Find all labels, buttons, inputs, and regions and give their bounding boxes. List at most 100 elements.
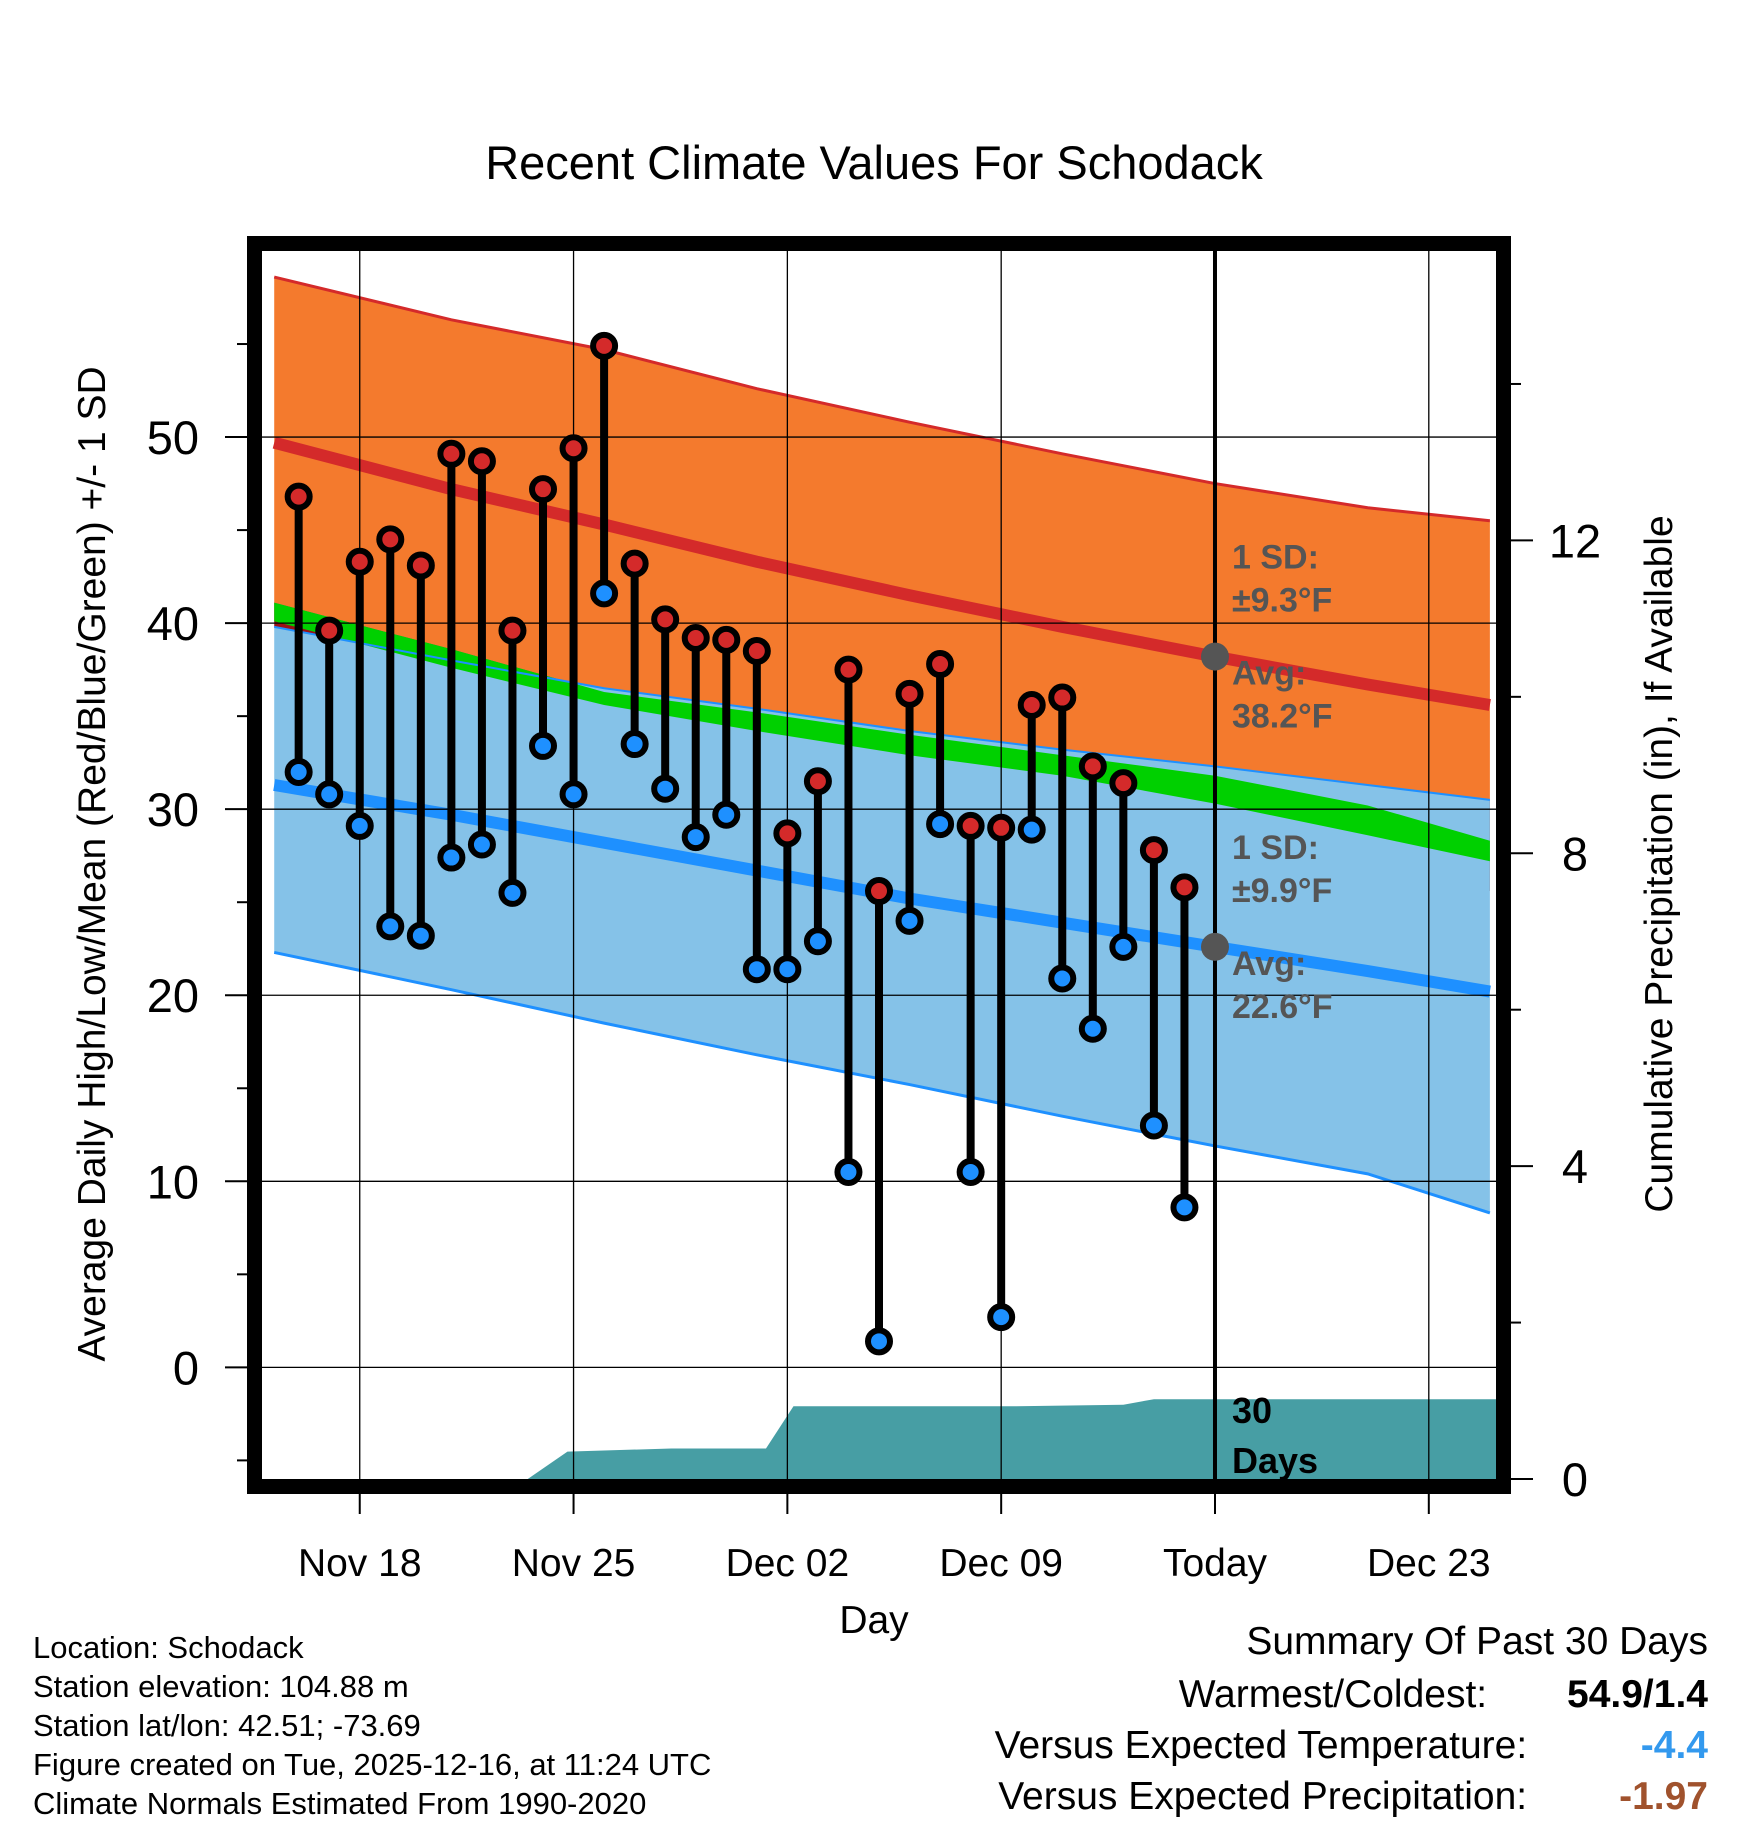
y-tick-label: 30 — [147, 783, 199, 836]
daily-high-point — [590, 331, 619, 360]
daily-low-point — [1139, 1111, 1168, 1140]
daily-high-point — [498, 616, 527, 645]
summary-precip-value: -1.97 — [1619, 1775, 1708, 1818]
summary-warmest-row: Warmest/Coldest: 54.9/1.4 — [1179, 1673, 1708, 1717]
daily-high-point — [1139, 836, 1168, 865]
summary-temp-label: Versus Expected Temperature: — [994, 1724, 1528, 1767]
daily-low-point — [681, 823, 710, 852]
daily-low-point — [284, 757, 313, 786]
x-tick-label: Nov 25 — [512, 1542, 636, 1585]
daily-low-point — [834, 1158, 863, 1186]
daily-low-point — [926, 810, 955, 839]
daily-high-point — [651, 605, 680, 634]
daily-low-point — [529, 731, 558, 760]
y2-tick-label: 8 — [1562, 827, 1588, 880]
info-latlon: Station lat/lon: 42.51; -73.69 — [33, 1708, 421, 1743]
y-tick-label: 10 — [147, 1155, 199, 1208]
daily-low-point — [590, 579, 619, 608]
daily-high-point — [467, 447, 496, 476]
summary-warmest-value: 54.9/1.4 — [1567, 1673, 1708, 1716]
precipitation-area — [262, 1399, 1496, 1479]
daily-low-point — [1170, 1193, 1199, 1222]
daily-low-point — [865, 1327, 893, 1356]
daily-high-point — [1170, 873, 1199, 902]
daily-high-point — [834, 655, 863, 684]
info-created: Figure created on Tue, 2025-12-16, at 11… — [33, 1747, 712, 1782]
daily-high-point — [1048, 683, 1077, 712]
daily-high-point — [803, 767, 832, 796]
x-tick-label: Dec 09 — [939, 1542, 1063, 1585]
low-avg-value: 22.6°F — [1232, 988, 1333, 1026]
daily-high-point — [345, 547, 374, 576]
daily-low-point — [437, 843, 466, 872]
y2-axis-label: Cumulative Precipitation (in), If Availa… — [1638, 515, 1681, 1212]
daily-low-point — [956, 1158, 985, 1186]
high-sd-upper-line — [273, 275, 1491, 523]
daily-high-point — [559, 434, 588, 463]
daily-high-point — [284, 482, 313, 511]
daily-high-point — [712, 625, 741, 654]
summary-title: Summary Of Past 30 Days — [1246, 1620, 1708, 1663]
daily-low-point — [1078, 1014, 1107, 1043]
high-sd-label: 1 SD: — [1232, 539, 1319, 577]
daily-high-point — [773, 819, 802, 848]
low-sd-label: 1 SD: — [1232, 829, 1319, 867]
y-tick-label: 50 — [147, 411, 199, 464]
daily-low-point — [376, 912, 405, 941]
plot-overlay: 1 SD: ±9.3°F Avg: 38.2°F 1 SD: ±9.9°F Avg: 22.6… — [147, 236, 1601, 1585]
high-avg-label: Avg: — [1232, 655, 1306, 693]
y-axis-label: Average Daily High/Low/Mean (Red/Blue/Gr… — [71, 366, 114, 1361]
summary-precip-label: Versus Expected Precipitation: — [998, 1775, 1528, 1818]
daily-high-point — [437, 439, 466, 468]
daily-high-point — [1109, 769, 1138, 798]
plot-frame — [247, 236, 1511, 1494]
daily-high-point — [376, 525, 405, 554]
daily-high-point — [406, 551, 435, 580]
daily-low-point — [1109, 932, 1138, 961]
daily-low-point — [406, 921, 435, 950]
daily-low-point — [559, 780, 588, 809]
daily-high-point — [742, 637, 771, 666]
summary-warmest-label: Warmest/Coldest: — [1178, 1673, 1488, 1716]
y-tick-label: 20 — [147, 969, 199, 1022]
low-sd-lower-line — [273, 950, 1491, 1215]
daily-high-point — [1078, 752, 1107, 781]
daily-low-point — [1017, 815, 1046, 844]
daily-high-point — [895, 679, 924, 708]
x-axis-label: Day — [839, 1599, 909, 1642]
daily-high-point — [315, 616, 344, 645]
daily-high-point — [529, 475, 558, 504]
summary-temp-value: -4.4 — [1640, 1724, 1708, 1767]
daily-high-point — [1017, 690, 1046, 719]
high-sd-value: ±9.3°F — [1232, 582, 1332, 620]
info-normals: Climate Normals Estimated From 1990-2020 — [33, 1786, 647, 1821]
info-location: Location: Schodack — [33, 1630, 304, 1665]
days-count-number: 30 — [1232, 1390, 1272, 1431]
high-avg-line — [272, 436, 1491, 711]
y2-tick-label: 12 — [1549, 514, 1601, 567]
daily-high-point — [681, 624, 710, 653]
daily-high-point — [926, 650, 955, 679]
daily-low-point — [742, 955, 771, 984]
x-tick-label: Dec 23 — [1367, 1542, 1491, 1585]
high-avg-value: 38.2°F — [1232, 698, 1333, 736]
info-elevation: Station elevation: 104.88 m — [33, 1669, 409, 1704]
x-tick-label: Dec 02 — [726, 1542, 850, 1585]
y-tick-label: 40 — [147, 597, 199, 650]
daily-low-point — [498, 878, 527, 907]
daily-low-point — [1048, 964, 1077, 993]
daily-high-point — [987, 813, 1016, 842]
y2-tick-label: 4 — [1562, 1140, 1588, 1193]
daily-low-point — [803, 927, 832, 956]
daily-low-point — [895, 906, 924, 935]
low-avg-label: Avg: — [1232, 945, 1306, 983]
daily-low-point — [345, 811, 374, 840]
daily-low-point — [712, 800, 741, 829]
daily-high-point — [956, 811, 985, 840]
daily-low-point — [620, 730, 649, 759]
days-count-word: Days — [1232, 1440, 1318, 1481]
today-high-avg-marker — [1200, 642, 1229, 671]
daily-low-point — [315, 780, 344, 809]
x-tick-label: Today — [1163, 1542, 1268, 1585]
low-sd-value: ±9.9°F — [1232, 872, 1332, 910]
